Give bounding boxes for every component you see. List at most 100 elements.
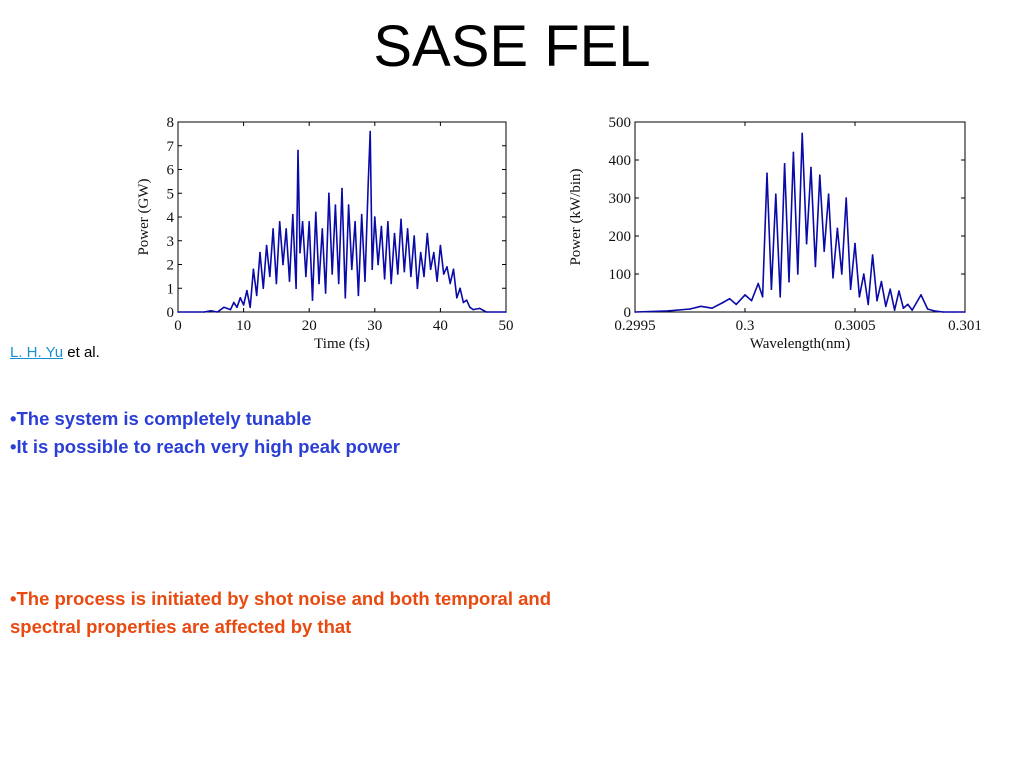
wavelength-power-chart: 0 100 200 300 400 500 0.2995 0.3 0.3005 0.301 Wave…: [568, 115, 982, 352]
data-point: [305, 275, 307, 278]
bullet-tunable: •The system is completely tunable: [10, 408, 312, 429]
data-point: [419, 251, 422, 254]
data-point: [377, 263, 379, 266]
data-point: [728, 297, 731, 300]
data-point: [367, 182, 370, 185]
y-tick-label: 100: [609, 267, 632, 283]
data-point: [269, 275, 271, 278]
data-point: [203, 311, 206, 313]
y-axis-label: Power (GW): [136, 178, 152, 255]
y-tick-label: 7: [167, 139, 175, 155]
data-point: [364, 280, 366, 282]
data-point: [236, 306, 238, 309]
data-point: [387, 220, 389, 223]
data-point: [275, 282, 278, 285]
data-point: [242, 304, 245, 306]
x-axis-label: Wavelength(nm): [750, 336, 850, 352]
data-point: [823, 250, 825, 252]
data-point: [750, 299, 753, 302]
bullet-shot-noise: •The process is initiated by shot noise …: [10, 588, 551, 637]
data-point: [757, 282, 759, 285]
y-tick-label: 4: [167, 210, 175, 226]
data-point: [249, 306, 251, 309]
y-tick-label: 0: [167, 305, 175, 321]
x-tick-label: 0.301: [948, 318, 982, 334]
data-point: [469, 306, 471, 309]
data-point: [177, 311, 179, 313]
y-axis-label: Power (kW/bin): [568, 168, 584, 265]
data-point: [360, 213, 363, 216]
data-point: [854, 242, 856, 245]
data-point: [383, 277, 386, 280]
data-point: [423, 275, 425, 278]
data-point: [410, 275, 412, 278]
data-point: [849, 288, 852, 290]
data-point: [472, 308, 475, 311]
x-tick-label: 0.3005: [834, 318, 875, 334]
data-point: [232, 301, 235, 304]
data-point: [797, 273, 799, 275]
data-point: [299, 251, 301, 254]
data-point: [318, 282, 320, 285]
data-point: [442, 273, 445, 275]
data-point: [297, 149, 299, 152]
data-point: [426, 232, 429, 235]
data-point: [761, 296, 764, 298]
data-point: [324, 292, 327, 294]
data-point: [380, 225, 383, 228]
data-point: [933, 310, 935, 312]
y-tick-label: 8: [167, 115, 175, 131]
data-point: [953, 311, 955, 313]
data-point: [413, 235, 415, 237]
x-tick-label: 20: [302, 318, 317, 334]
data-point: [216, 311, 219, 313]
series-line: [178, 130, 506, 313]
data-point: [344, 296, 347, 299]
data-point: [433, 251, 435, 254]
data-point: [920, 294, 922, 296]
y-tick-label: 0: [624, 305, 632, 321]
y-tick-label: 400: [609, 153, 632, 169]
x-tick-label: 30: [367, 318, 382, 334]
series-line: [634, 132, 965, 313]
y-tick-label: 3: [167, 234, 175, 250]
x-tick-label: 10: [236, 318, 251, 334]
data-point: [841, 273, 843, 275]
data-point: [722, 301, 724, 304]
data-point: [819, 174, 821, 176]
data-point: [396, 273, 399, 275]
data-point: [783, 163, 786, 165]
data-point: [439, 244, 442, 247]
data-point: [465, 299, 468, 301]
data-point: [311, 299, 314, 301]
data-point: [292, 213, 294, 216]
data-point: [876, 299, 878, 302]
y-tick-label: 2: [167, 258, 175, 274]
data-point: [478, 307, 481, 310]
data-point: [416, 287, 419, 290]
data-point: [371, 268, 373, 271]
data-point: [885, 305, 887, 308]
data-point: [252, 268, 255, 271]
data-point: [334, 204, 337, 206]
data-point: [902, 307, 905, 309]
citation-link[interactable]: L. H. Yu: [10, 344, 64, 361]
data-point: [239, 296, 242, 299]
data-point: [775, 193, 777, 195]
data-point: [449, 282, 452, 285]
y-tick-label: 200: [609, 229, 632, 245]
data-point: [700, 305, 702, 308]
data-point: [210, 310, 212, 312]
data-point: [889, 288, 891, 290]
data-point: [341, 187, 343, 190]
data-point: [805, 242, 808, 245]
data-point: [301, 220, 304, 223]
data-point: [832, 277, 834, 279]
data-point: [357, 294, 360, 297]
data-point: [272, 228, 274, 230]
y-tick-label: 1: [167, 281, 175, 297]
x-tick-label: 0.2995: [614, 318, 655, 334]
data-point: [351, 268, 353, 271]
data-point: [259, 251, 261, 254]
data-point: [744, 294, 746, 296]
